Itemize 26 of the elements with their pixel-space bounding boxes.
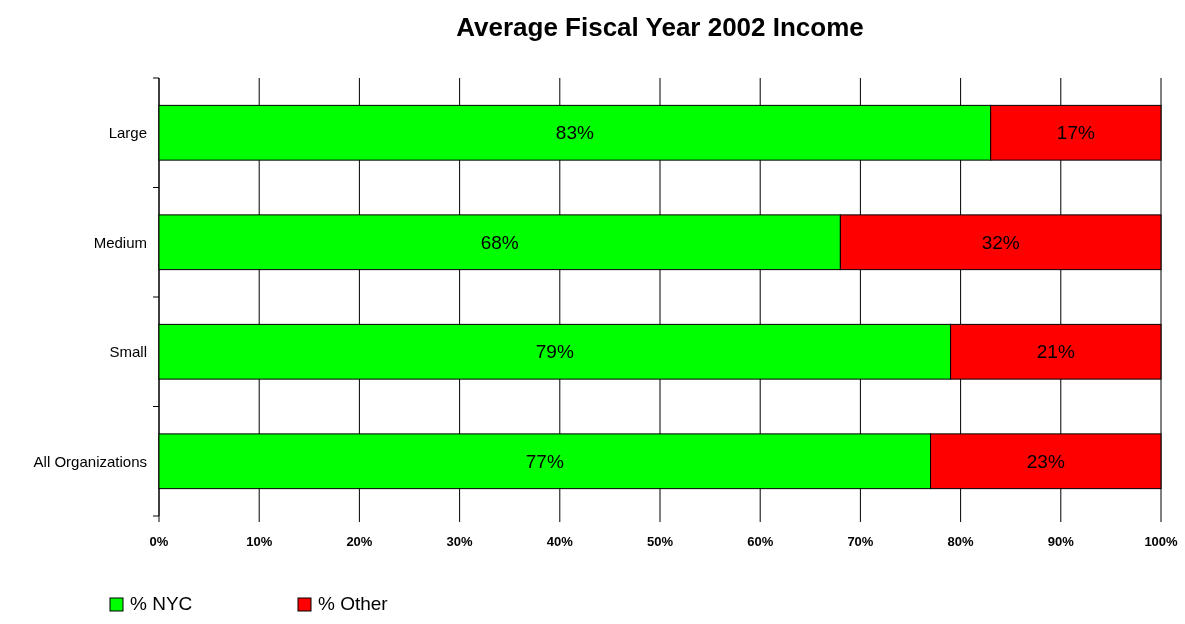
x-tick-label: 90% — [1047, 534, 1075, 549]
x-tick-label: 20% — [346, 534, 373, 549]
data-label: 83% — [555, 122, 594, 144]
y-tick-label: Medium — [93, 233, 147, 251]
data-label: 23% — [1026, 450, 1065, 472]
x-tick-label: 40% — [546, 534, 574, 549]
x-tick-label: 80% — [947, 534, 975, 549]
data-label: 21% — [1036, 341, 1075, 363]
data-label: 68% — [480, 231, 519, 253]
x-tick-label: 70% — [847, 534, 874, 549]
y-tick-label: Large — [108, 124, 147, 142]
data-label: 32% — [981, 231, 1020, 253]
x-tick-label: 60% — [747, 534, 774, 549]
x-tick-label: 10% — [246, 534, 273, 549]
y-tick-label: All Organizations — [33, 452, 147, 470]
data-label: 79% — [535, 341, 574, 363]
y-tick-label: Small — [109, 343, 147, 361]
x-tick-label: 50% — [646, 534, 674, 549]
data-label: 77% — [525, 450, 564, 472]
legend-label: % NYC — [130, 593, 193, 614]
legend-label: % Other — [318, 593, 389, 614]
chart-title: Average Fiscal Year 2002 Income — [456, 12, 864, 42]
x-tick-label: 0% — [149, 534, 169, 549]
data-label: 17% — [1056, 122, 1095, 144]
x-tick-label: 30% — [446, 534, 474, 549]
x-tick-label: 100% — [1144, 534, 1179, 549]
